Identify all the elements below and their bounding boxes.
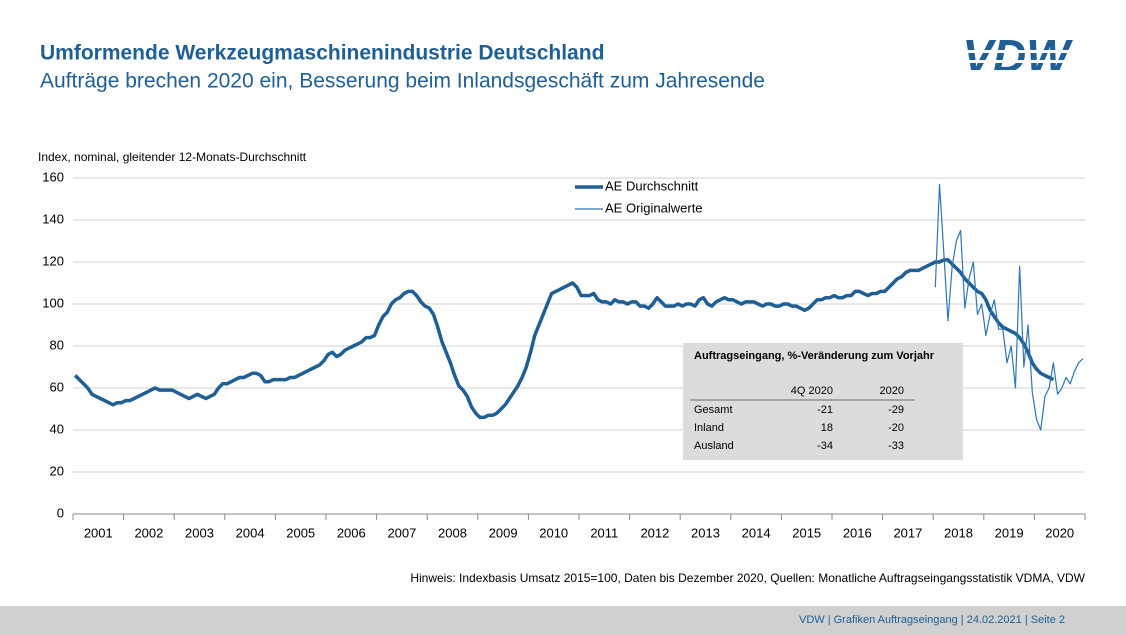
table-row-label: Gesamt [694,404,733,416]
series-line [934,183,1084,431]
table-title: Auftragseingang, %-Veränderung zum Vorja… [694,350,935,362]
x-tick-label: 2019 [995,525,1024,540]
legend-label: AE Durchschnitt [605,178,699,193]
x-tick-label: 2002 [134,525,163,540]
table-cell: 18 [821,422,833,434]
y-tick-label: 100 [42,295,64,310]
x-tick-label: 2010 [539,525,568,540]
x-tick-label: 2014 [742,525,771,540]
x-tick-label: 2007 [387,525,416,540]
y-tick-label: 120 [42,253,64,268]
y-tick-label: 80 [50,337,64,352]
y-axis-label: Index, nominal, gleitender 12-Monats-Dur… [38,150,307,164]
x-tick-label: 2012 [640,525,669,540]
y-tick-label: 140 [42,211,64,226]
table-row-label: Inland [694,422,724,434]
table-row-label: Ausland [694,440,734,452]
table-cell: -20 [888,422,904,434]
subtitle: Aufträge brechen 2020 ein, Besserung bei… [40,70,765,93]
table-cell: -29 [888,404,904,416]
table-box [683,343,963,460]
x-tick-label: 2001 [84,525,113,540]
x-tick-label: 2005 [286,525,315,540]
logo-text: VDW [962,30,1073,82]
table-cell: -21 [817,404,833,416]
table-cell: -34 [817,440,833,452]
table-cell: -33 [888,440,904,452]
logo-stripe [945,60,1090,63]
y-tick-label: 160 [42,169,64,184]
x-tick-label: 2017 [893,525,922,540]
x-tick-label: 2013 [691,525,720,540]
x-tick-label: 2006 [337,525,366,540]
table: Auftragseingang, %-Veränderung zum Vorja… [683,343,963,460]
table-header: 4Q 2020 [791,385,833,397]
logo-stripe [945,50,1090,53]
x-tick-label: 2018 [944,525,973,540]
footer-bar [0,606,1126,635]
y-tick-label: 20 [50,463,64,478]
footer: VDW | Grafiken Auftragseingang | 24.02.2… [799,614,1065,626]
x-tick-label: 2003 [185,525,214,540]
legend-label: AE Originalwerte [605,200,703,215]
logo: VDW [945,30,1090,82]
y-tick-label: 60 [50,379,64,394]
x-tick-label: 2020 [1045,525,1074,540]
y-tick-label: 40 [50,421,64,436]
logo-stripe [945,70,1090,73]
x-tick-label: 2009 [489,525,518,540]
title: Umformende Werkzeugmaschinenindustrie De… [40,42,604,65]
x-tick-label: 2004 [236,525,265,540]
x-tick-label: 2016 [843,525,872,540]
table-header: 2020 [880,385,904,397]
y-tick-label: 0 [57,505,64,520]
x-tick-label: 2015 [792,525,821,540]
note: Hinweis: Indexbasis Umsatz 2015=100, Dat… [410,571,1085,585]
x-tick-label: 2011 [590,525,618,540]
x-tick-label: 2008 [438,525,467,540]
series-line [73,258,1055,420]
